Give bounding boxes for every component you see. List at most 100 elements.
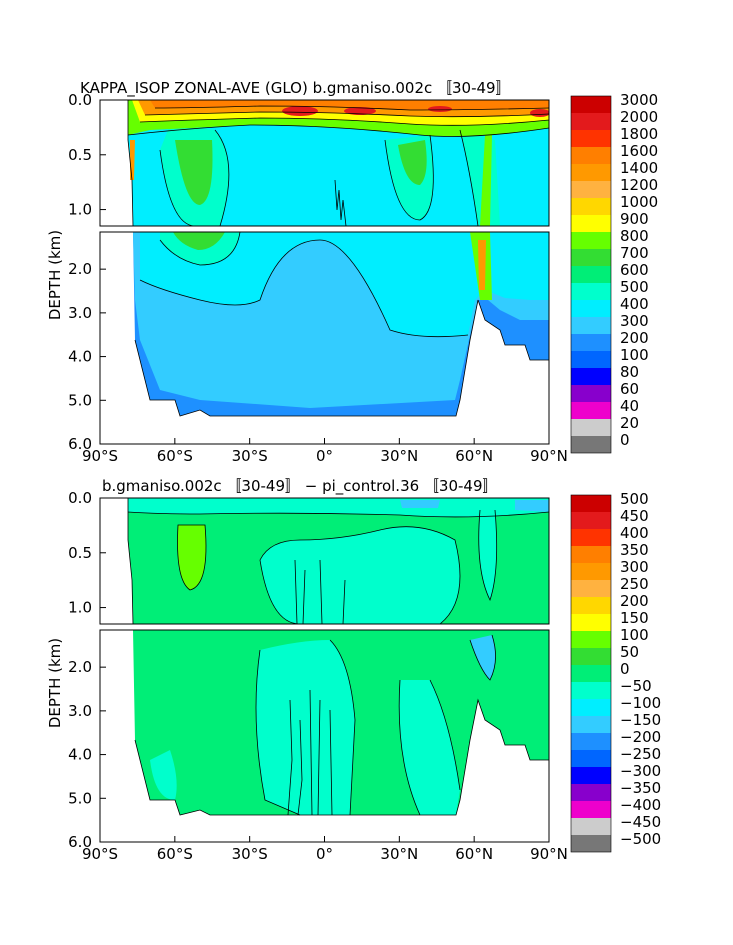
legend-swatch [571, 546, 611, 563]
legend-swatch [571, 682, 611, 699]
y-tick-label: 1.0 [68, 201, 92, 219]
legend-label: 400 [620, 524, 649, 542]
legend-label: 100 [620, 626, 649, 644]
legend-label: −400 [620, 796, 661, 814]
legend-label: 80 [620, 363, 639, 381]
x-tick-label: 60°N [455, 845, 493, 863]
x-tick-label: 30°N [380, 447, 418, 465]
y-tick-label: 2.0 [68, 658, 92, 676]
y-tick-label: 6.0 [68, 833, 92, 851]
legend-swatch [571, 436, 611, 453]
legend-label: 800 [620, 227, 649, 245]
y-tick-label: 4.0 [68, 348, 92, 366]
legend-label: 200 [620, 592, 649, 610]
legend-label: 350 [620, 541, 649, 559]
legend-label: 40 [620, 397, 639, 415]
panel-1-ylabel: DEPTH (km) [46, 230, 64, 320]
legend-label: −500 [620, 830, 661, 848]
legend-label: 900 [620, 210, 649, 228]
legend-label: 1400 [620, 159, 658, 177]
legend-label: −300 [620, 762, 661, 780]
legend-label: 1000 [620, 193, 658, 211]
legend-swatch [571, 495, 611, 512]
x-tick-label: 60°S [157, 845, 193, 863]
legend-swatch [571, 580, 611, 597]
legend-label: 700 [620, 244, 649, 262]
legend-swatch [571, 130, 611, 147]
legend-swatch [571, 733, 611, 750]
legend-swatch [571, 351, 611, 368]
legend-swatch [571, 96, 611, 113]
legend-label: 150 [620, 609, 649, 627]
legend-swatch [571, 716, 611, 733]
legend-label: 3000 [620, 91, 658, 109]
legend-frame [570, 95, 612, 454]
legend-label: −200 [620, 728, 661, 746]
legend-label: 50 [620, 643, 639, 661]
legend-label: −150 [620, 711, 661, 729]
legend-label: 60 [620, 380, 639, 398]
y-tick-label: 2.0 [68, 260, 92, 278]
legend-swatch [571, 512, 611, 529]
legend-swatch [571, 334, 611, 351]
legend-swatch [571, 249, 611, 266]
panel-1-axis-ticks: 90°S 60°S 30°S 0° 30°N 60°N 90°N 0.0 0.5 1.0 2.0 3.… [68, 91, 568, 465]
legend-swatch [571, 113, 611, 130]
panel-2-ylabel: DEPTH (km) [46, 638, 64, 728]
y-tick-label: 5.0 [68, 789, 92, 807]
legend-label: −450 [620, 813, 661, 831]
legend-swatch [571, 699, 611, 716]
legend-swatch [571, 767, 611, 784]
panel-2-axis-ticks: 90°S 60°S 30°S 0° 30°N 60°N 90°N 0.0 0.5 1.0 2.0 3.… [68, 489, 568, 863]
legend-frame [570, 494, 612, 853]
legend-label: 400 [620, 295, 649, 313]
legend-swatch [571, 597, 611, 614]
y-tick-label: 3.0 [68, 304, 92, 322]
legend-label: 300 [620, 558, 649, 576]
legend-label: 20 [620, 414, 639, 432]
panel-1-lower-field [100, 232, 549, 444]
x-tick-label: 30°N [380, 845, 418, 863]
legend-label: 450 [620, 507, 649, 525]
legend-label: −50 [620, 677, 652, 695]
legend-swatch [571, 164, 611, 181]
legend-label: 500 [620, 490, 649, 508]
legend-swatch [571, 648, 611, 665]
y-tick-label: 0.5 [68, 146, 92, 164]
legend-label: 0 [620, 660, 630, 678]
legend-swatch [571, 368, 611, 385]
legend-label: 100 [620, 346, 649, 364]
panel-1-title: KAPPA_ISOP ZONAL-AVE (GLO) b.gmaniso.002… [80, 79, 511, 98]
legend-label: 0 [620, 431, 630, 449]
y-tick-label: 6.0 [68, 435, 92, 453]
x-tick-label: 60°N [455, 447, 493, 465]
legend-swatch [571, 181, 611, 198]
legend-swatch [571, 784, 611, 801]
x-tick-label: 30°S [232, 447, 268, 465]
legend-label: −100 [620, 694, 661, 712]
y-tick-label: 1.0 [68, 599, 92, 617]
y-tick-label: 0.5 [68, 544, 92, 562]
legend-swatch [571, 801, 611, 818]
legend-swatch [571, 215, 611, 232]
panel-2-lower-field [100, 630, 549, 842]
y-tick-label: 3.0 [68, 702, 92, 720]
y-tick-label: 0.0 [68, 489, 92, 507]
y-tick-label: 4.0 [68, 746, 92, 764]
y-tick-label: 0.0 [68, 91, 92, 109]
legend-swatch [571, 818, 611, 835]
x-tick-label: 0° [316, 447, 333, 465]
legend-swatch [571, 614, 611, 631]
legend-swatch [571, 198, 611, 215]
legend-label: −350 [620, 779, 661, 797]
legend-label: 300 [620, 312, 649, 330]
legend-swatch [571, 402, 611, 419]
x-tick-label: 90°S [82, 845, 118, 863]
legend-swatch [571, 147, 611, 164]
legend-swatch [571, 266, 611, 283]
legend-swatch [571, 232, 611, 249]
x-tick-label: 90°S [82, 447, 118, 465]
legend-label: −250 [620, 745, 661, 763]
x-tick-label: 90°N [530, 845, 568, 863]
